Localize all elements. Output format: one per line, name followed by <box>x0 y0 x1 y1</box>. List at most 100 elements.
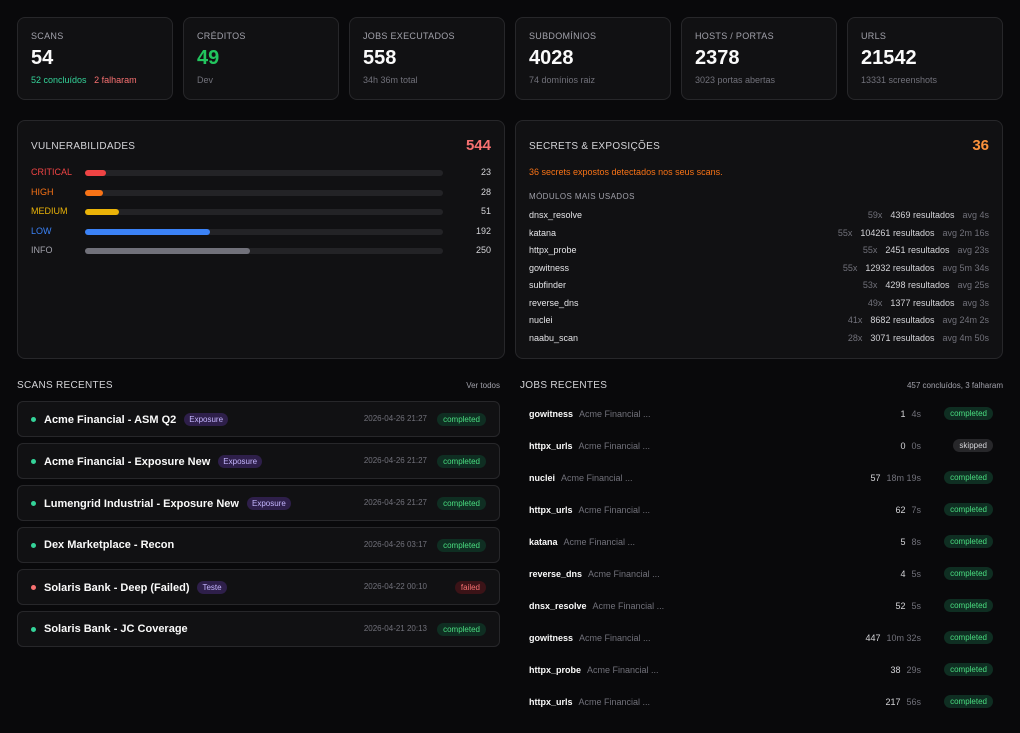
vuln-label: HIGH <box>31 186 54 197</box>
job-module: nuclei <box>529 473 556 483</box>
job-row[interactable]: katana Acme Financial ... 5 8s completed <box>529 535 993 551</box>
stat-label: CRÉDITOS <box>197 31 246 41</box>
scan-row[interactable]: Acme Financial - Exposure New Exposure 202… <box>17 443 500 479</box>
job-result-count: 1 <box>900 409 906 419</box>
stat-value: 49 <box>197 47 220 69</box>
job-name: reverse_dns Acme Financial ... <box>529 569 660 579</box>
module-runs: 55x <box>837 227 853 238</box>
job-result-count: 217 <box>885 697 901 707</box>
job-duration: 5s <box>911 601 921 611</box>
scan-name-text: Acme Financial - ASM Q2 <box>44 414 177 426</box>
stat-label: URLS <box>861 31 887 41</box>
vuln-label: CRITICAL <box>31 167 73 177</box>
scan-name-text: Solaris Bank - JC Coverage <box>44 623 188 635</box>
job-result-count: 447 <box>865 633 881 643</box>
scans-failed: 2 falharam <box>94 75 137 85</box>
module-name: subfinder <box>529 280 567 290</box>
module-avg: avg 25s <box>957 280 989 290</box>
job-count: 38 29s <box>890 665 921 675</box>
stat-sub: 74 domínios raiz <box>529 75 596 85</box>
module-avg: avg 24m 2s <box>942 315 989 325</box>
scan-name-text: Acme Financial - Exposure New <box>44 456 211 468</box>
module-name: httpx_probe <box>529 245 577 255</box>
scan-date: 2026-04-21 20:13 <box>363 624 427 633</box>
job-result-count: 0 <box>900 441 906 451</box>
job-row[interactable]: httpx_urls Acme Financial ... 217 56s comple… <box>529 695 993 711</box>
scan-row[interactable]: Solaris Bank - JC Coverage 2026-04-21 20:… <box>17 611 500 647</box>
job-result-count: 38 <box>890 665 901 675</box>
job-module: katana <box>529 537 558 547</box>
status-badge: completed <box>944 663 993 676</box>
job-count: 4 5s <box>900 569 921 579</box>
vulnerabilities-total: 544 <box>465 137 491 154</box>
module-runs: 59x <box>867 210 883 220</box>
vuln-count: 28 <box>480 186 491 197</box>
stat-sub: 13331 screenshots <box>861 75 938 85</box>
job-target: Acme Financial ... <box>579 409 651 419</box>
module-avg: avg 4s <box>962 210 989 220</box>
vuln-bar-fill <box>85 248 250 254</box>
stat-sub: 34h 36m total <box>363 75 418 85</box>
view-all-link[interactable]: Ver todos <box>466 381 500 390</box>
module-stats: 59x 4369 resultados avg 4s <box>868 210 989 220</box>
job-module: gowitness <box>529 409 574 419</box>
job-name: dnsx_resolve Acme Financial ... <box>529 601 664 611</box>
module-avg: avg 4m 50s <box>942 332 989 343</box>
job-name: katana Acme Financial ... <box>529 537 635 547</box>
status-dot <box>31 627 36 632</box>
job-row[interactable]: nuclei Acme Financial ... 57 18m 19s complet… <box>529 471 993 487</box>
scan-name-text: Solaris Bank - Deep (Failed) <box>44 582 190 594</box>
job-name: gowitness Acme Financial ... <box>529 409 651 419</box>
stat-label: SUBDOMÍNIOS <box>529 31 597 41</box>
scan-tag: Exposure <box>246 497 291 510</box>
stat-label: SCANS <box>31 31 64 41</box>
job-row[interactable]: dnsx_resolve Acme Financial ... 52 5s comple… <box>529 599 993 615</box>
stat-card-hosts: HOSTS / PORTAS 2378 3023 portas abertas <box>681 17 837 100</box>
scan-name: Solaris Bank - Deep (Failed) Teste <box>44 581 227 594</box>
vuln-bar-track <box>85 170 443 176</box>
vuln-count: 51 <box>480 206 491 216</box>
module-stats: 53x 4298 resultados avg 25s <box>863 280 989 290</box>
module-runs: 55x <box>862 245 878 255</box>
scan-row[interactable]: Dex Marketplace - Recon 2026-04-26 03:17 c… <box>17 527 500 563</box>
jobs-summary: 457 concluídos, 3 falharam <box>906 381 1003 390</box>
scan-date: 2026-04-26 21:27 <box>363 414 427 423</box>
module-avg: avg 23s <box>957 245 989 255</box>
vuln-bar-fill <box>85 209 119 215</box>
module-results: 4298 resultados <box>885 280 950 290</box>
job-row[interactable]: gowitness Acme Financial ... 1 4s completed <box>529 407 993 423</box>
scan-row[interactable]: Acme Financial - ASM Q2 Exposure 2026-04-2… <box>17 401 500 437</box>
job-module: reverse_dns <box>529 569 583 579</box>
vuln-bar-fill <box>85 228 211 235</box>
job-row[interactable]: httpx_probe Acme Financial ... 38 29s comple… <box>529 663 993 679</box>
module-row: gowitness 55x 12932 resultados avg 5m 34s <box>529 263 989 277</box>
scan-row[interactable]: Lumengrid Industrial - Exposure New Expos… <box>17 485 500 521</box>
job-row[interactable]: httpx_urls Acme Financial ... 62 7s complete… <box>529 503 993 519</box>
scan-row[interactable]: Solaris Bank - Deep (Failed) Teste 2026-04… <box>17 569 500 605</box>
job-duration: 10m 32s <box>886 633 921 643</box>
secrets-title: SECRETS & EXPOSIÇÕES <box>529 141 661 152</box>
module-name: naabu_scan <box>529 332 579 343</box>
module-runs: 55x <box>842 262 858 273</box>
status-badge: completed <box>944 407 993 420</box>
status-dot <box>31 417 36 422</box>
job-target: Acme Financial ... <box>578 505 651 515</box>
job-result-count: 52 <box>895 601 906 611</box>
job-duration: 5s <box>911 569 921 579</box>
stat-card-credits: CRÉDITOS 49 Dev <box>183 17 339 100</box>
job-count: 0 0s <box>900 441 921 451</box>
status-dot <box>31 501 36 506</box>
status-badge: completed <box>944 471 993 484</box>
stat-card-scans: SCANS 54 52 concluídos 2 falharam <box>17 17 173 100</box>
stat-sub: Dev <box>197 75 214 85</box>
job-row[interactable]: reverse_dns Acme Financial ... 4 5s complete… <box>529 567 993 583</box>
vuln-row-info: INFO 250 <box>31 244 491 258</box>
stat-card-subdomains: SUBDOMÍNIOS 4028 74 domínios raiz <box>515 17 671 100</box>
module-results: 4369 resultados <box>890 210 955 220</box>
job-row[interactable]: httpx_urls Acme Financial ... 0 0s skipped <box>529 439 993 455</box>
job-row[interactable]: gowitness Acme Financial ... 447 10m 32s com… <box>529 631 993 647</box>
job-result-count: 4 <box>900 569 906 579</box>
job-name: httpx_urls Acme Financial ... <box>529 441 650 451</box>
module-runs: 49x <box>867 297 883 308</box>
job-count: 62 7s <box>895 505 921 515</box>
